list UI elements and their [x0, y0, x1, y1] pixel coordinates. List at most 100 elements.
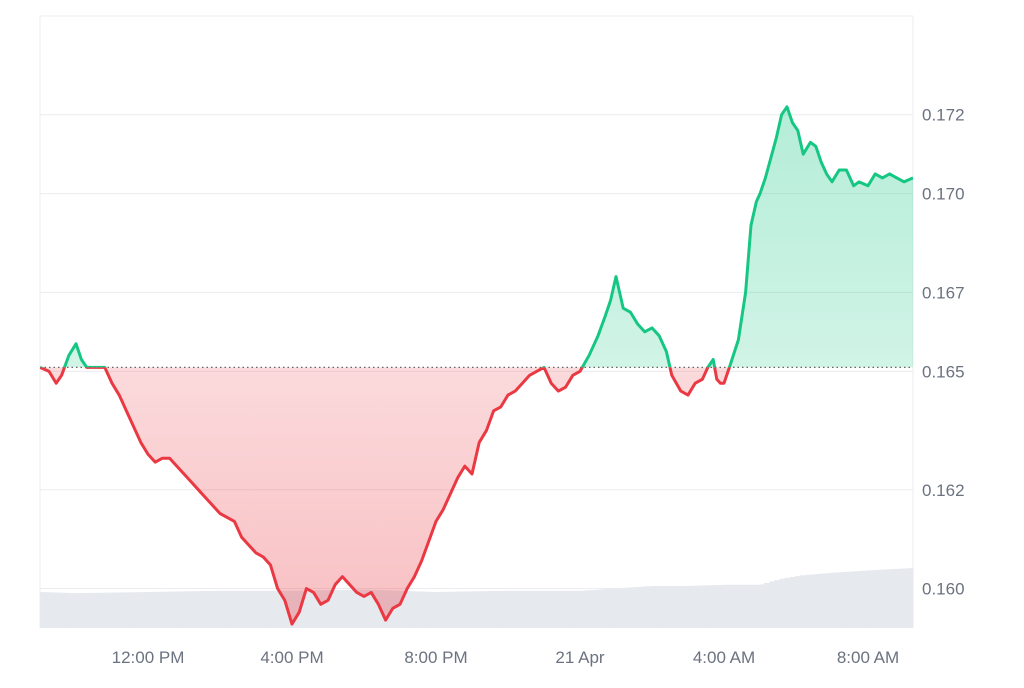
volume-bar	[317, 590, 323, 628]
volume-bar	[368, 589, 375, 628]
volume-bar	[697, 585, 703, 628]
volume-bar	[532, 590, 539, 628]
volume-bar	[671, 586, 678, 628]
volume-bar	[712, 585, 719, 628]
volume-bar	[620, 587, 626, 628]
volume-bar	[610, 588, 616, 628]
x-tick-label: 8:00 PM	[404, 648, 467, 667]
volume-bar	[877, 569, 883, 628]
volume-bar	[230, 590, 236, 628]
volume-bar	[348, 589, 354, 628]
volume-bar	[717, 584, 724, 628]
volume-bar	[440, 591, 447, 628]
volume-bar	[86, 592, 92, 628]
volume-bar	[522, 590, 529, 628]
volume-bar	[805, 574, 811, 628]
volume-bar	[753, 584, 760, 628]
volume-bar	[101, 592, 108, 628]
volume-bar	[40, 592, 46, 628]
volume-bar	[907, 568, 914, 628]
volume-bar	[271, 590, 277, 628]
volume-bar	[178, 591, 185, 628]
volume-bar	[604, 588, 611, 628]
volume-bar	[769, 581, 775, 628]
volume-bar	[240, 590, 246, 628]
volume-bar	[75, 593, 82, 628]
price-area-above-baseline	[64, 106, 913, 368]
volume-bar	[60, 592, 67, 628]
volume-bar	[414, 591, 421, 628]
volume-bar	[851, 571, 857, 628]
volume-bar	[250, 590, 257, 628]
volume-bar	[450, 591, 457, 628]
volume-bar	[794, 576, 801, 628]
volume-bar	[897, 568, 904, 628]
volume-bar	[461, 591, 467, 628]
volume-bar	[517, 590, 524, 628]
volume-bar	[373, 590, 380, 628]
volume-bar	[568, 590, 575, 628]
volume-bar	[502, 590, 508, 628]
volume-bar	[527, 590, 534, 628]
volume-bar	[630, 587, 637, 628]
volume-bar	[656, 586, 662, 628]
volume-bar	[491, 591, 498, 628]
volume-bar	[435, 591, 441, 628]
volume-bar	[158, 591, 164, 628]
volume-bar	[830, 572, 837, 628]
volume-bar	[748, 584, 755, 628]
volume-bar	[214, 590, 221, 628]
volume-bar	[312, 590, 318, 628]
volume-bar	[635, 586, 642, 628]
volume-bar	[553, 590, 560, 628]
volume-bar	[784, 577, 791, 628]
volume-bar	[106, 592, 113, 628]
volume-bar	[327, 590, 334, 628]
price-area-below-baseline	[40, 367, 913, 625]
volume-bar	[640, 586, 647, 628]
volume-bar	[887, 569, 893, 628]
volume-bar	[337, 589, 344, 628]
volume-bar	[363, 589, 370, 628]
volume-bar	[404, 591, 411, 628]
volume-bar	[856, 570, 863, 628]
volume-bar	[728, 584, 734, 628]
volume-bar	[70, 593, 77, 628]
y-tick-label: 0.162	[922, 481, 965, 500]
volume-bar	[127, 592, 133, 628]
volume-bar	[476, 591, 483, 628]
volume-bar	[743, 584, 750, 628]
volume-bar	[676, 586, 683, 628]
y-tick-label: 0.165	[922, 362, 965, 381]
volume-bar	[733, 584, 739, 628]
volume-bar	[543, 590, 549, 628]
volume-bar	[301, 590, 308, 628]
volume-bar	[117, 592, 123, 628]
volume-bar	[584, 590, 590, 628]
volume-bar	[255, 590, 262, 628]
volume-bar	[871, 570, 878, 628]
volume-bar	[666, 586, 673, 628]
volume-bar	[497, 590, 503, 628]
volume-bar	[91, 592, 97, 628]
volume-bar	[594, 589, 601, 628]
volume-bar	[245, 590, 251, 628]
volume-bar	[471, 591, 477, 628]
volume-bar	[758, 584, 765, 628]
volume-bar	[738, 584, 744, 628]
volume-bar	[825, 573, 832, 628]
volume-bar	[820, 573, 827, 628]
volume-bar	[702, 585, 708, 628]
volume-bar	[815, 573, 821, 628]
volume-bar	[163, 591, 169, 628]
volume-bar	[420, 591, 426, 628]
volume-bar	[445, 591, 452, 628]
volume-bar	[209, 590, 215, 628]
volume-bar	[538, 590, 544, 628]
volume-bar	[183, 591, 190, 628]
volume-bar	[142, 592, 149, 628]
price-line-up	[40, 105, 913, 368]
volume-bar	[661, 586, 667, 628]
